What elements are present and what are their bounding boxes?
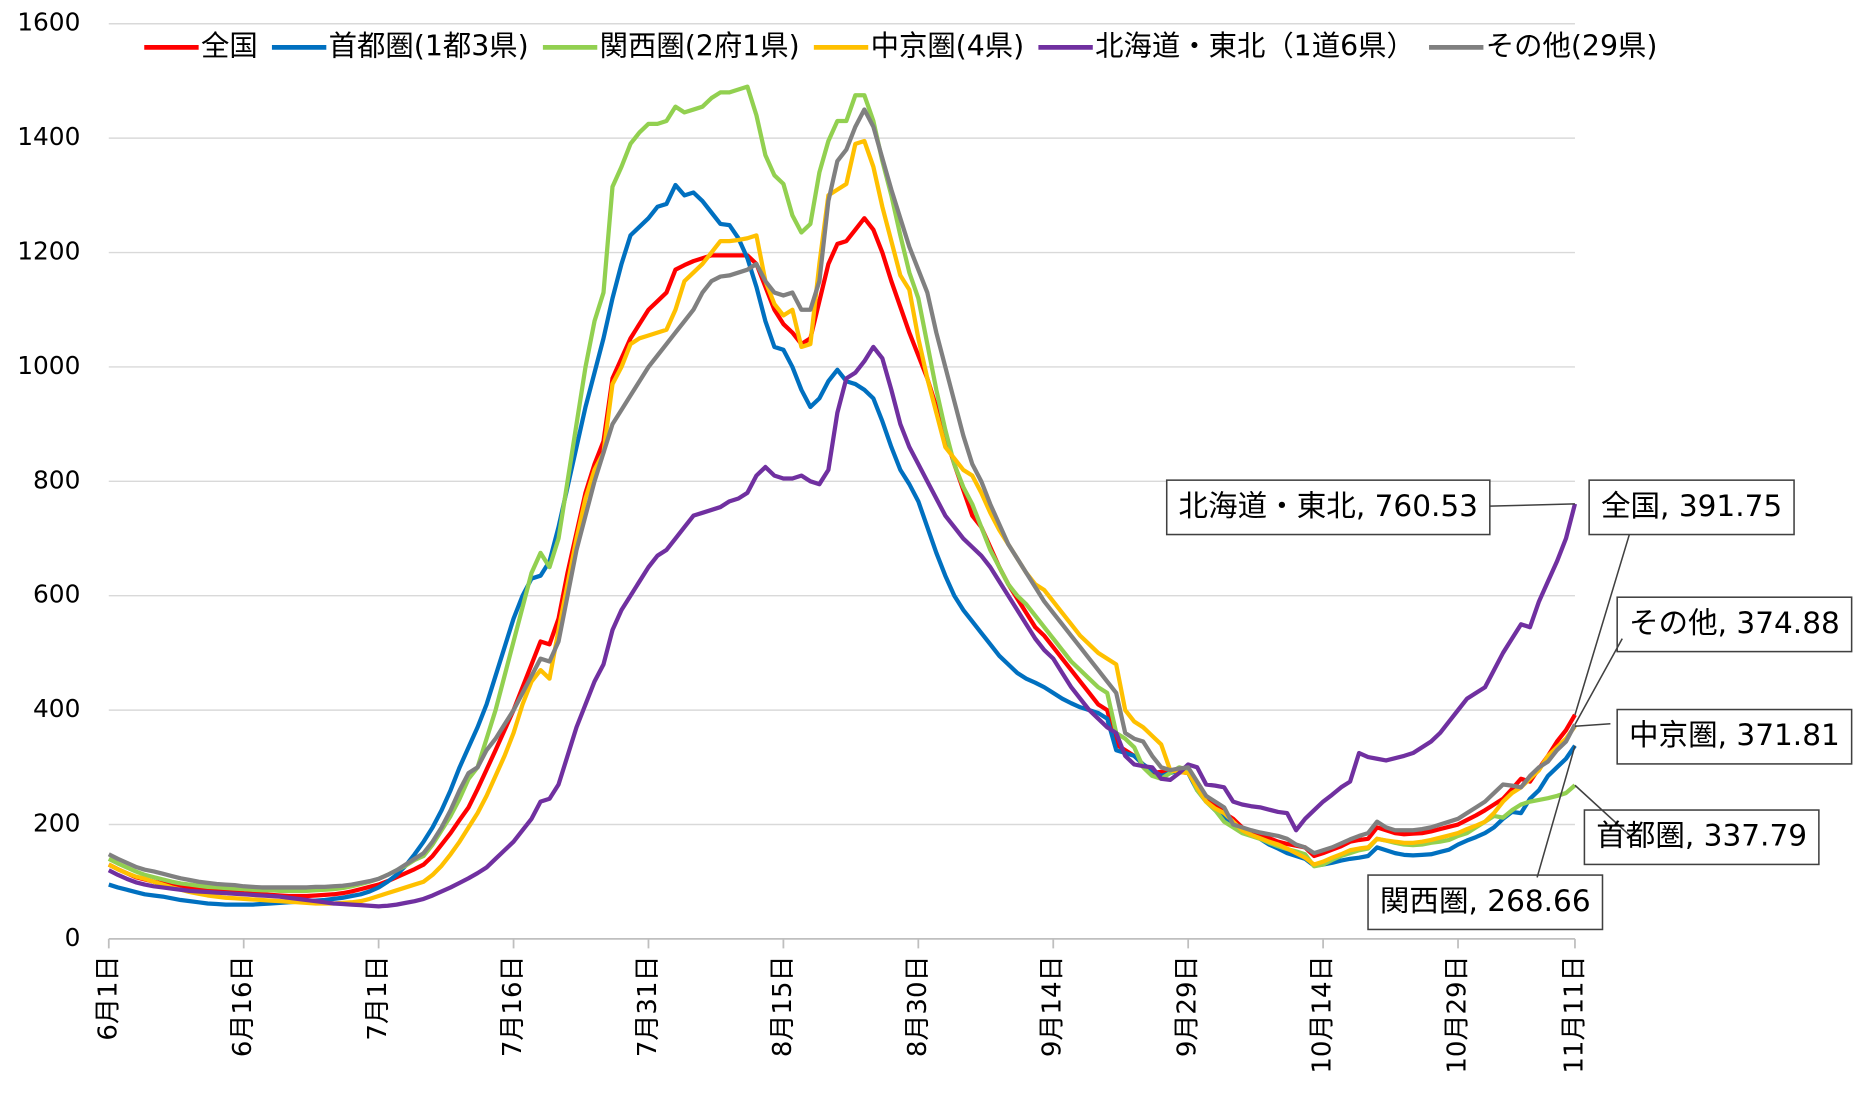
- series-line: [107, 216, 1577, 899]
- annotation-box: [1616, 708, 1853, 765]
- y-tick-label: 400: [33, 694, 80, 723]
- y-tick-label: 200: [33, 809, 80, 838]
- annotation-box: [1616, 596, 1853, 653]
- legend-label: 首都圏(1都3県): [329, 29, 529, 62]
- series-line: [108, 182, 1577, 907]
- annotation-box: [1583, 809, 1820, 866]
- x-tick-label: 8月15日: [768, 955, 798, 1057]
- annotation: 全国, 391.75: [1574, 479, 1795, 716]
- annotation-leader: [1574, 784, 1633, 838]
- annotation-label: その他, 374.88: [1629, 606, 1840, 640]
- annotation: 中京圏, 371.81: [1574, 708, 1853, 765]
- y-tick-label: 0: [65, 923, 81, 952]
- annotation: 北海道・東北, 760.53: [1165, 479, 1575, 536]
- legend-label: 関西圏(2府1県): [600, 29, 800, 62]
- annotation-label: 関西圏, 268.66: [1380, 884, 1591, 918]
- annotation-leader: [1489, 503, 1575, 507]
- y-tick-label: 1000: [17, 351, 80, 380]
- x-tick-label: 7月31日: [633, 955, 663, 1057]
- legend-label: 全国: [201, 29, 258, 62]
- y-tick-label: 1200: [17, 237, 80, 266]
- annotation-label: 中京圏, 371.81: [1629, 718, 1840, 752]
- x-tick-label: 9月29日: [1173, 955, 1203, 1057]
- legend-label: 北海道・東北（1道6県）: [1095, 29, 1415, 62]
- x-tick-label: 10月29日: [1443, 955, 1473, 1073]
- legend-label: その他(29県): [1486, 29, 1658, 62]
- y-tick-label: 1600: [17, 8, 80, 37]
- annotation-leader: [1536, 745, 1576, 878]
- series-line: [107, 138, 1577, 906]
- x-tick-label: 6月16日: [228, 955, 258, 1057]
- annotation-box: [1165, 479, 1491, 536]
- x-tick-label: 7月1日: [363, 955, 393, 1040]
- annotation: 関西圏, 268.66: [1367, 745, 1604, 931]
- y-tick-label: 600: [33, 580, 80, 609]
- annotation-label: 全国, 391.75: [1601, 489, 1782, 523]
- annotation: 首都圏, 337.79: [1574, 784, 1820, 866]
- annotation-leader: [1574, 722, 1611, 728]
- annotation-leader: [1574, 534, 1631, 716]
- annotation-label: 首都圏, 337.79: [1596, 819, 1807, 853]
- x-tick-label: 8月30日: [903, 955, 933, 1057]
- annotation-box: [1367, 874, 1604, 931]
- series-line: [107, 344, 1578, 909]
- x-tick-label: 9月14日: [1038, 955, 1068, 1057]
- series-line: [107, 107, 1577, 890]
- x-tick-label: 6月1日: [93, 955, 123, 1040]
- annotation-box: [1588, 479, 1795, 536]
- annotation: その他, 374.88: [1574, 596, 1853, 725]
- x-tick-label: 11月11日: [1559, 955, 1589, 1073]
- annotation-label: 北海道・東北, 760.53: [1179, 489, 1478, 523]
- x-tick-label: 10月14日: [1308, 955, 1338, 1073]
- y-tick-label: 1400: [17, 122, 80, 151]
- x-tick-label: 7月16日: [498, 955, 528, 1057]
- annotation-leader: [1574, 638, 1623, 725]
- y-tick-label: 800: [33, 465, 80, 494]
- legend-label: 中京圏(4県): [871, 29, 1025, 62]
